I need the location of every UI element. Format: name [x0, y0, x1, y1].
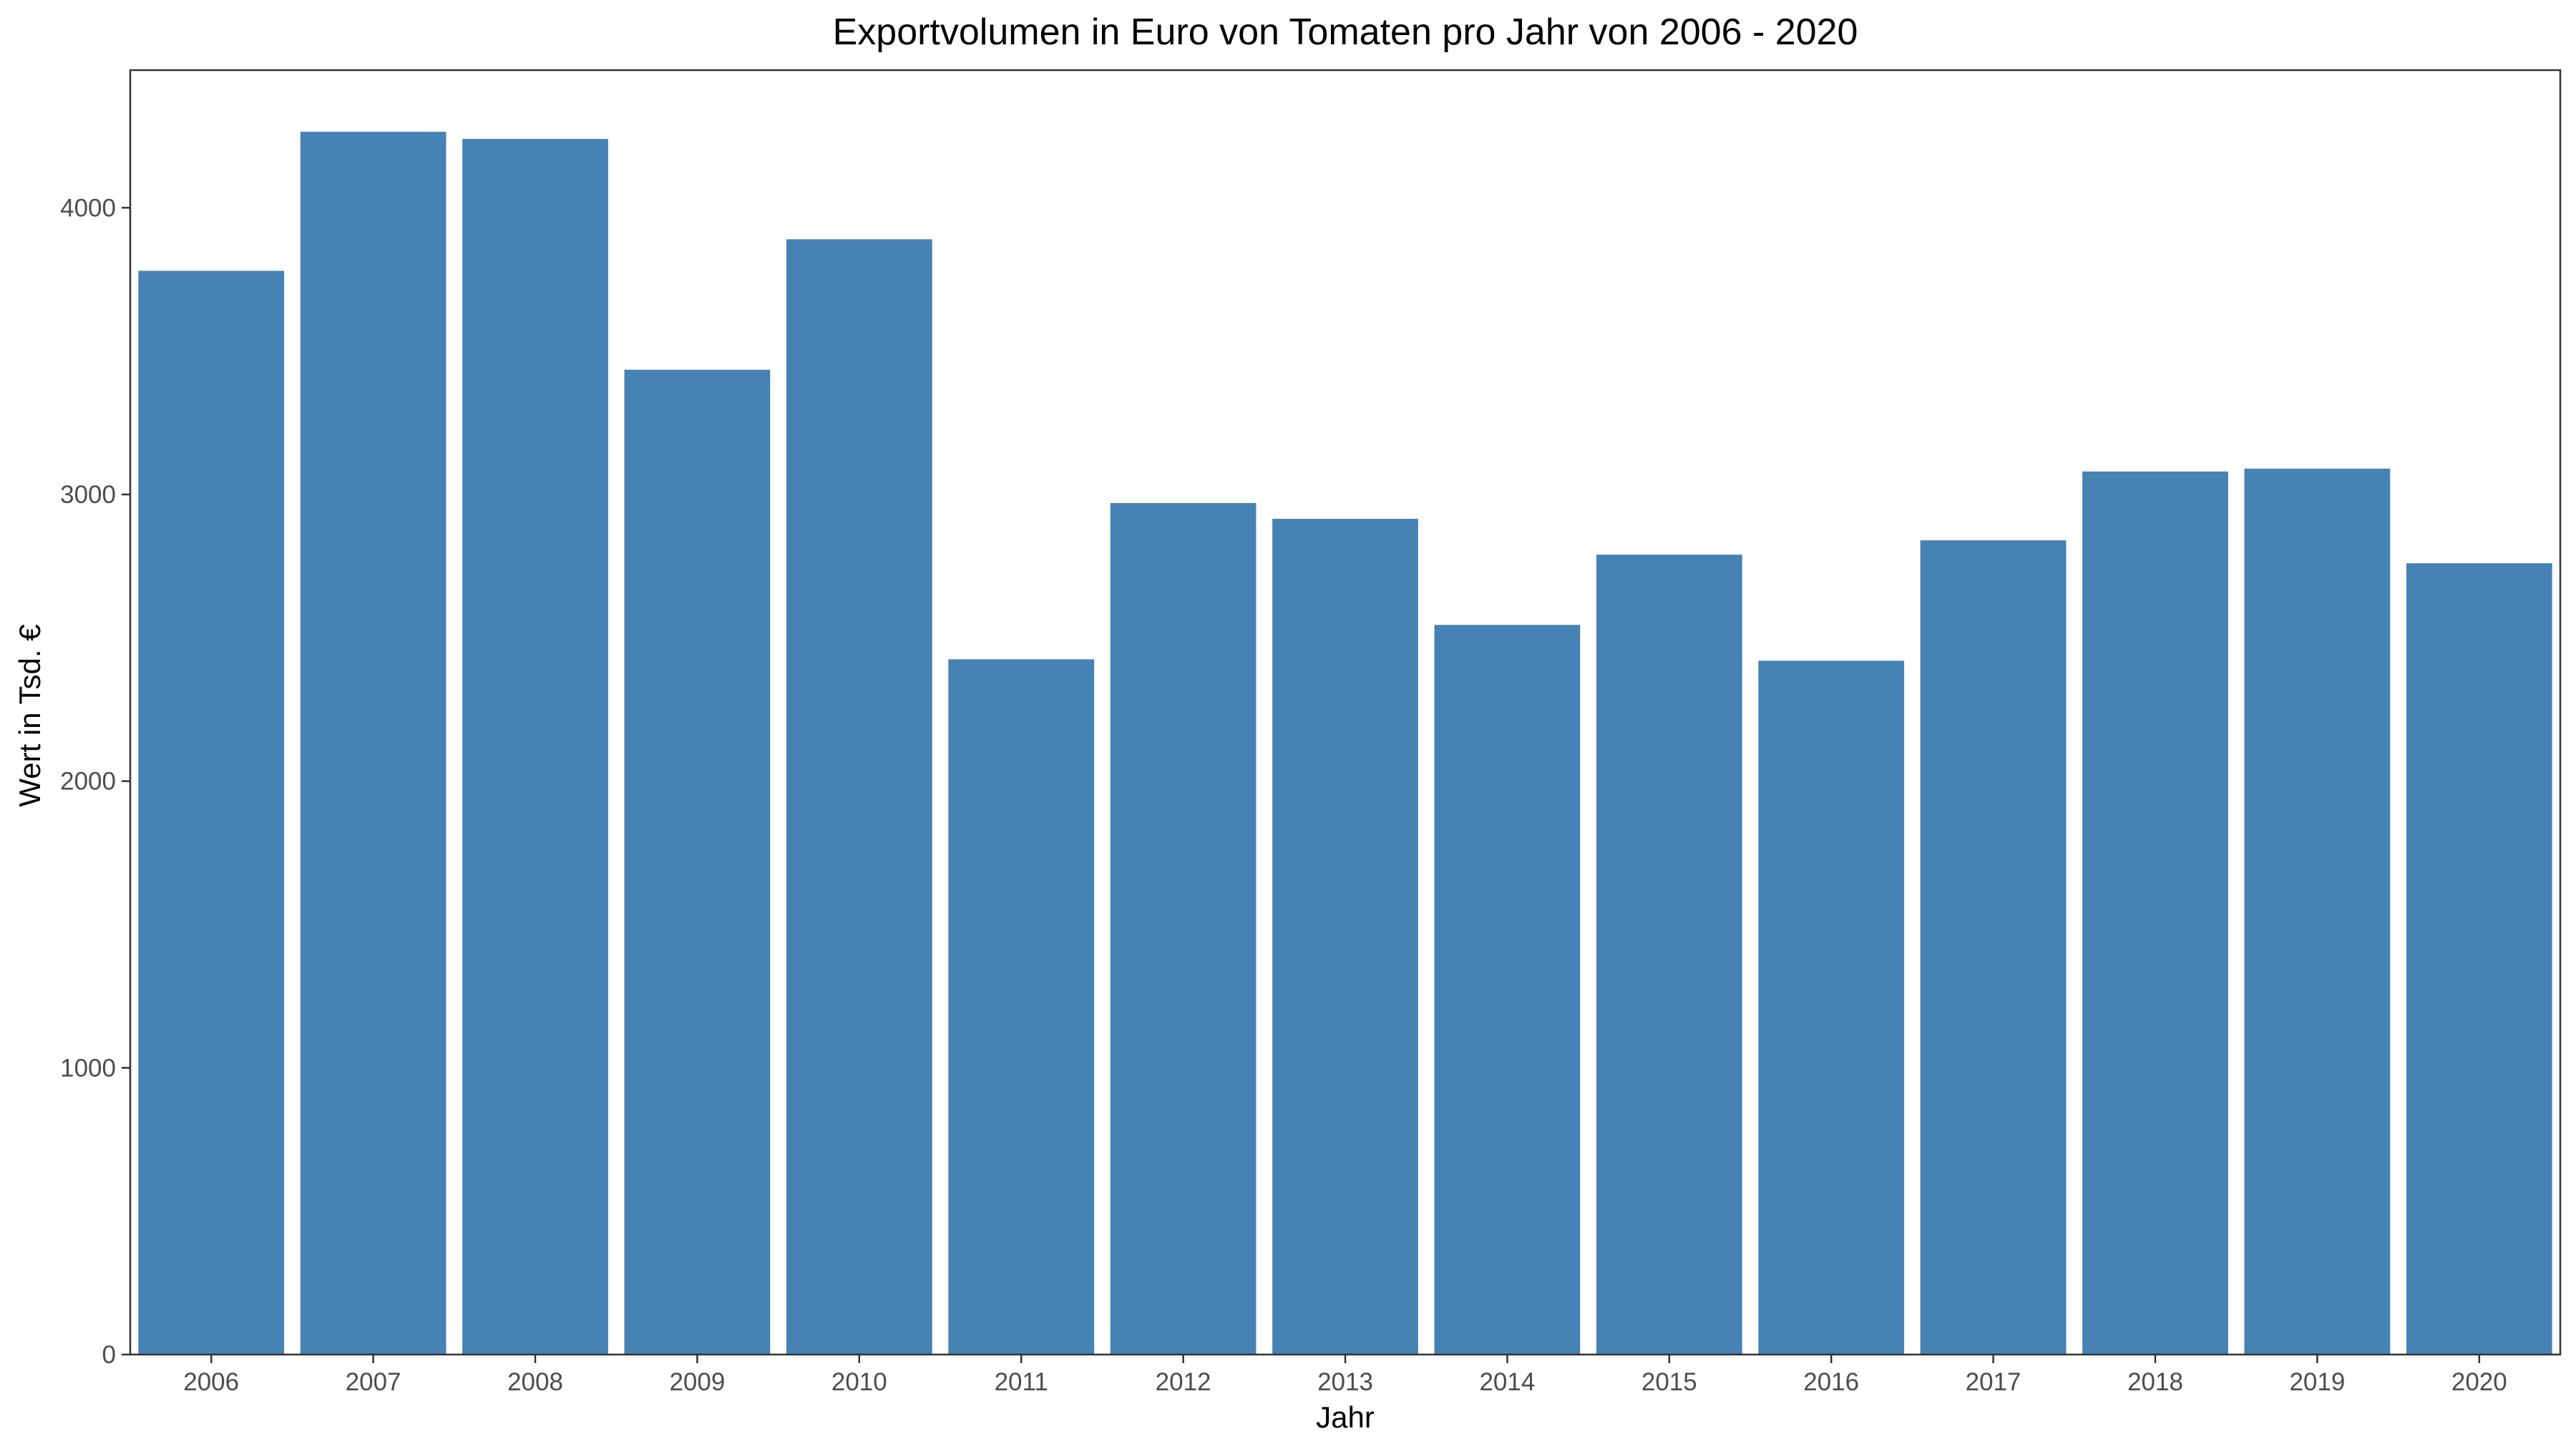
x-tick-label: 2010: [831, 1368, 887, 1396]
x-tick-label: 2015: [1641, 1368, 1697, 1396]
bar-2008: [462, 139, 608, 1355]
bar-2015: [1596, 555, 1742, 1355]
bar-2014: [1434, 625, 1581, 1355]
x-tick-label: 2012: [1156, 1368, 1211, 1396]
bar-2016: [1758, 660, 1905, 1355]
x-axis-ticks: 2006 2007 2008 2009 2010 2011 2012 2013 2014 2015…: [183, 1355, 2507, 1396]
bar-2019: [2244, 468, 2391, 1355]
bar-2011: [948, 659, 1095, 1355]
y-tick-label: 4000: [60, 194, 116, 222]
plot-panel-border: [129, 69, 2562, 1356]
x-tick-label: 2014: [1479, 1368, 1535, 1396]
bar-2009: [624, 369, 771, 1355]
x-tick-label: 2016: [1803, 1368, 1859, 1396]
x-tick-label: 2011: [995, 1368, 1048, 1396]
chart-title: Exportvolumen in Euro von Tomaten pro Ja…: [833, 11, 1858, 53]
x-tick-label: 2018: [2127, 1368, 2183, 1396]
y-axis-title: Wert in Tsd. €: [13, 624, 47, 806]
x-tick-label: 2020: [2451, 1368, 2507, 1396]
x-axis-title: Jahr: [1316, 1400, 1375, 1434]
y-tick-label: 0: [102, 1341, 116, 1369]
bar-2017: [1920, 540, 2067, 1355]
bar-2018: [2082, 471, 2228, 1355]
x-tick-label: 2019: [2289, 1368, 2345, 1396]
bar-2007: [300, 132, 447, 1355]
x-tick-label: 2006: [183, 1368, 239, 1396]
bar-2010: [786, 239, 932, 1355]
y-axis-ticks: 0 1000 2000 3000 4000: [60, 194, 130, 1369]
x-tick-label: 2013: [1317, 1368, 1373, 1396]
y-tick-label: 2000: [60, 768, 116, 796]
y-tick-label: 3000: [60, 481, 116, 509]
bar-2020: [2406, 563, 2552, 1355]
x-tick-label: 2008: [507, 1368, 563, 1396]
bar-2006: [138, 270, 285, 1355]
bar-2012: [1110, 503, 1257, 1355]
bar-2013: [1272, 519, 1418, 1355]
x-tick-label: 2017: [1966, 1368, 2021, 1396]
x-tick-label: 2007: [346, 1368, 401, 1396]
x-tick-label: 2009: [669, 1368, 725, 1396]
bars: [138, 132, 2552, 1355]
y-tick-label: 1000: [60, 1054, 116, 1082]
